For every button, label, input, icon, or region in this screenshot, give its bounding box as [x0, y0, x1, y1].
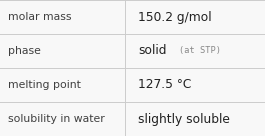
- Text: solid: solid: [138, 44, 166, 58]
- Text: phase: phase: [8, 46, 41, 56]
- Text: solubility in water: solubility in water: [8, 114, 105, 124]
- Text: (at STP): (at STP): [179, 47, 221, 55]
- Text: slightly soluble: slightly soluble: [138, 112, 230, 126]
- Text: molar mass: molar mass: [8, 12, 72, 22]
- Text: 150.2 g/mol: 150.2 g/mol: [138, 10, 211, 24]
- Text: 127.5 °C: 127.5 °C: [138, 78, 191, 92]
- Text: melting point: melting point: [8, 80, 81, 90]
